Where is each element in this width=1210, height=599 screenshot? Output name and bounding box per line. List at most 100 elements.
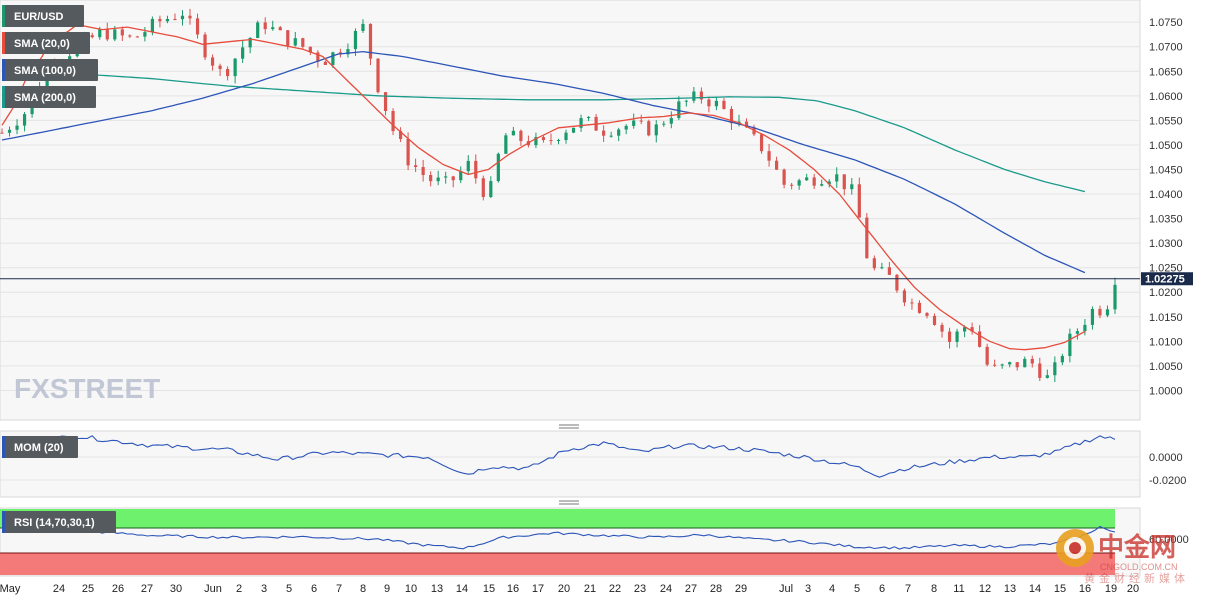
price-tick-label: 1.0250 bbox=[1149, 263, 1183, 275]
x-tick-label: 22 bbox=[609, 583, 621, 595]
candle-body bbox=[820, 184, 824, 186]
mom-label: MOM (20) bbox=[14, 442, 64, 454]
candle-body bbox=[744, 121, 749, 128]
x-tick-label: 9 bbox=[384, 583, 390, 595]
candle-body bbox=[203, 34, 207, 58]
price-panel-background bbox=[0, 0, 1141, 421]
candle-body bbox=[451, 176, 455, 181]
candle-body bbox=[932, 315, 937, 325]
x-tick-label: 10 bbox=[405, 583, 417, 595]
candle-body bbox=[940, 324, 944, 332]
candle-body bbox=[654, 124, 658, 136]
panel-divider-2[interactable] bbox=[559, 500, 579, 505]
candle-body bbox=[857, 184, 861, 218]
candle-body bbox=[421, 167, 425, 176]
sma100-tag: SMA (100,0) bbox=[2, 59, 98, 81]
x-tick-label: 30 bbox=[170, 583, 182, 595]
x-tick-label: 2 bbox=[236, 583, 242, 595]
x-tick-label: 12 bbox=[979, 583, 991, 595]
candle-body bbox=[917, 302, 922, 314]
current-price-label: 1.02275 bbox=[1141, 272, 1193, 286]
candle-body bbox=[617, 129, 621, 136]
candle-body bbox=[647, 121, 651, 136]
price-tick-label: 1.0650 bbox=[1149, 66, 1183, 78]
candle-body bbox=[887, 267, 891, 275]
x-tick-label: Jun bbox=[204, 583, 222, 595]
candle-body bbox=[188, 15, 192, 19]
candle-body bbox=[210, 57, 215, 66]
candle-body bbox=[842, 174, 846, 190]
candle-body bbox=[729, 108, 734, 124]
price-tick-label: 1.0600 bbox=[1149, 91, 1183, 103]
sma20-label: SMA (20,0) bbox=[14, 38, 70, 50]
x-tick-label: 17 bbox=[532, 583, 544, 595]
x-tick-label: 3 bbox=[261, 583, 267, 595]
candle-body bbox=[1008, 362, 1012, 365]
candle-body bbox=[556, 140, 561, 142]
x-tick-label: 28 bbox=[710, 583, 722, 595]
candle-body bbox=[1000, 364, 1004, 366]
candle-body bbox=[406, 138, 410, 166]
price-tick-label: 1.0750 bbox=[1149, 17, 1183, 29]
candle-body bbox=[105, 29, 109, 40]
candle-body bbox=[872, 258, 876, 269]
candle-body bbox=[722, 100, 726, 109]
candle-body bbox=[120, 29, 124, 36]
candle-body bbox=[256, 22, 260, 38]
x-tick-label: 25 bbox=[82, 583, 94, 595]
symbol-tag: EUR/USD bbox=[2, 5, 84, 27]
candle-body bbox=[880, 267, 884, 269]
panel-divider-1[interactable] bbox=[559, 424, 579, 429]
candle-body bbox=[286, 30, 290, 46]
candle-body bbox=[534, 137, 538, 146]
candle-body bbox=[571, 127, 576, 133]
x-tick-label: 29 bbox=[735, 583, 747, 595]
x-tick-label: 16 bbox=[507, 583, 519, 595]
candle-body bbox=[481, 178, 485, 197]
candle-body bbox=[368, 23, 373, 59]
svg-text:FXSTREET: FXSTREET bbox=[14, 373, 160, 404]
price-tick-label: 1.0350 bbox=[1149, 214, 1183, 226]
candle-body bbox=[271, 27, 275, 30]
fxstreet-watermark: FXSTREET bbox=[14, 373, 160, 404]
candle-body bbox=[150, 18, 155, 33]
candle-body bbox=[113, 29, 117, 40]
candle-body bbox=[602, 130, 606, 136]
candle-body bbox=[692, 91, 696, 101]
candle-body bbox=[241, 47, 245, 59]
x-tick-label: May bbox=[0, 583, 21, 595]
price-tick-label: 1.0400 bbox=[1149, 189, 1183, 201]
candle-body bbox=[218, 65, 222, 70]
price-tick-label: 1.0700 bbox=[1149, 42, 1183, 54]
candle-body bbox=[248, 37, 252, 48]
candle-body bbox=[677, 101, 681, 119]
candle-body bbox=[790, 184, 794, 186]
candle-body bbox=[970, 327, 974, 332]
candle-body bbox=[1098, 308, 1102, 316]
candle-body bbox=[1015, 362, 1019, 368]
candle-body bbox=[414, 165, 418, 168]
sma-20-line bbox=[1, 23, 1086, 351]
candle-body bbox=[895, 274, 899, 291]
x-tick-label: 20 bbox=[558, 583, 570, 595]
x-tick-label: 4 bbox=[829, 583, 835, 595]
x-tick-label: 5 bbox=[854, 583, 860, 595]
mom-line bbox=[1, 435, 1116, 478]
cngold-domain: CNGOLD.COM.CN bbox=[1100, 562, 1178, 572]
price-tick-label: 1.0150 bbox=[1149, 312, 1183, 324]
candle-body bbox=[993, 364, 997, 366]
mom-tick-neg: -0.0200 bbox=[1149, 475, 1186, 487]
x-tick-label: 21 bbox=[584, 583, 596, 595]
rsi-tag: RSI (14,70,30,1) bbox=[2, 511, 116, 533]
candle-body bbox=[624, 125, 628, 130]
candle-body bbox=[15, 125, 19, 130]
cngold-tagline: 黄金财经新媒体 bbox=[1084, 571, 1189, 585]
x-tick-label: 6 bbox=[879, 583, 885, 595]
candle-body bbox=[263, 22, 267, 30]
candle-body bbox=[714, 100, 719, 107]
candle-body bbox=[1068, 333, 1072, 356]
candle-body bbox=[444, 176, 448, 178]
price-tick-label: 1.0000 bbox=[1149, 385, 1183, 397]
candle-body bbox=[947, 331, 952, 342]
